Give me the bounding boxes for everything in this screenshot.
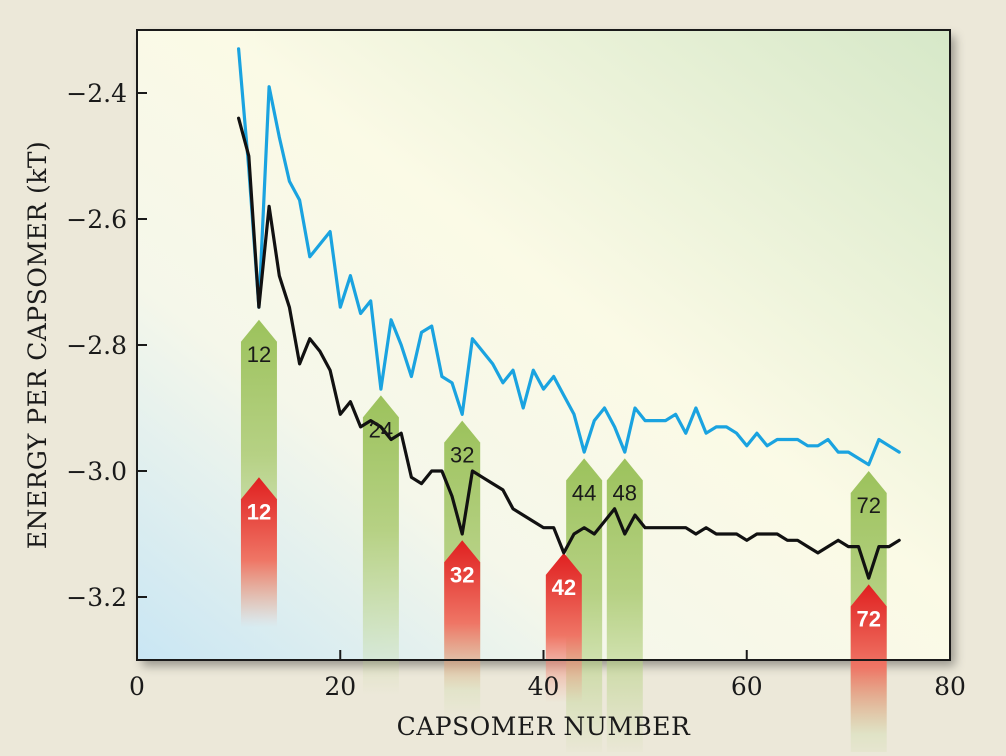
green-marker-label-32: 32 — [450, 443, 474, 468]
y-tick-label: −2.8 — [66, 331, 127, 360]
red-marker-label-32: 32 — [450, 562, 474, 587]
red-marker-32 — [444, 540, 481, 691]
x-tick-label: 20 — [324, 672, 356, 701]
y-tick-label: −2.6 — [66, 205, 127, 234]
x-tick-label: 40 — [528, 672, 560, 701]
green-marker-24 — [362, 395, 399, 696]
red-marker-label-12: 12 — [247, 499, 271, 524]
x-tick-label: 80 — [934, 672, 966, 701]
red-marker-label-42: 42 — [552, 575, 576, 600]
marker-labels: 12 24 32 44 48 72 12 32 42 72 — [247, 342, 881, 632]
green-marker-label-24: 24 — [369, 417, 393, 442]
green-marker-label-44: 44 — [572, 480, 596, 505]
axes: 0 20 40 60 80 −2.4 −2.6 −2.8 −3.0 −3.2 CAPSOMER NU… — [23, 29, 966, 741]
y-tick-label: −2.4 — [66, 79, 127, 108]
green-marker-label-12: 12 — [247, 342, 271, 367]
green-marker-48 — [606, 458, 643, 756]
x-axis-title: CAPSOMER NUMBER — [397, 712, 691, 741]
red-marker-42 — [545, 552, 582, 703]
y-axis-title: ENERGY PER CAPSOMER (kT) — [23, 141, 52, 550]
red-marker-label-72: 72 — [856, 606, 880, 631]
red-marker-12 — [240, 477, 277, 628]
green-marker-label-48: 48 — [613, 480, 637, 505]
series-line-1 — [237, 47, 901, 467]
y-tick-label: −3.0 — [66, 457, 127, 486]
series-line-2 — [237, 116, 901, 580]
x-tick-label: 0 — [129, 672, 145, 701]
x-tick-label: 60 — [731, 672, 763, 701]
y-tick-label: −3.2 — [66, 583, 127, 612]
green-marker-label-72: 72 — [856, 493, 880, 518]
series-lines — [237, 47, 901, 580]
